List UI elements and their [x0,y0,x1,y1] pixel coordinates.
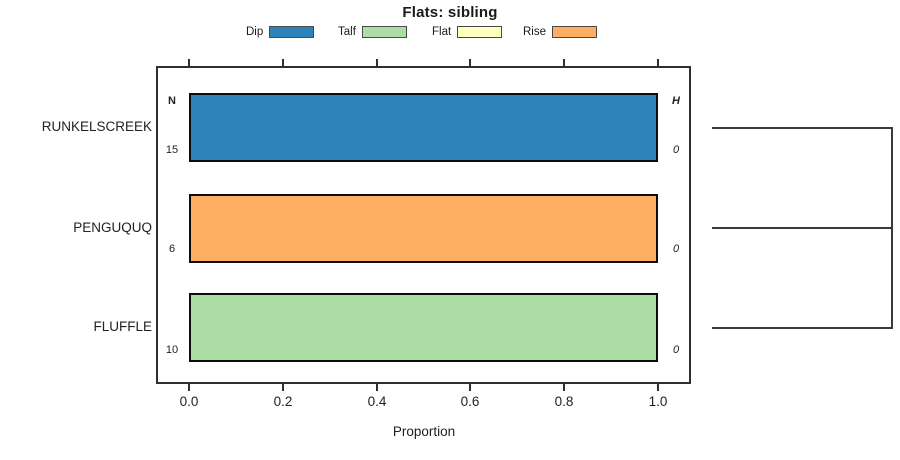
n-value-fluffle: 10 [165,344,179,356]
bottom-tick-0.2 [282,384,284,391]
legend-label-rise: Rise [523,26,547,38]
bar-fluffle [189,293,658,362]
bottom-tick-1.0 [657,384,659,391]
h-value-penguquq: 0 [672,243,680,255]
bottom-tick-0.8 [563,384,565,391]
dendrogram-branch-runkelscreek [712,127,892,129]
legend-label-talf: Talf [338,26,356,38]
legend-item-flat: Flat [432,25,503,39]
bottom-tick-0.0 [188,384,190,391]
legend-swatch-talf [361,26,407,38]
n-value-penguquq: 6 [168,243,176,255]
bar-penguquq [189,194,658,263]
chart-title: Flats: sibling [402,4,498,21]
h-value-runkelscreek: 0 [672,144,680,156]
x-axis-label: Proportion [392,424,456,439]
top-tick-1.0 [657,59,659,66]
legend-swatch-flat [457,26,503,38]
x-tick-label: 1.0 [648,394,668,409]
x-tick-label: 0.0 [179,394,199,409]
dendrogram-branch-fluffle [712,327,892,329]
x-tick-label: 0.4 [367,394,387,409]
n-column-header: N [168,95,176,107]
top-tick-0.0 [188,59,190,66]
bottom-tick-0.6 [469,384,471,391]
x-tick-label: 0.8 [554,394,574,409]
bar-runkelscreek [189,93,658,162]
h-value-fluffle: 0 [672,344,680,356]
top-tick-0.8 [563,59,565,66]
x-tick-label: 0.6 [460,394,480,409]
legend-swatch-rise [552,26,598,38]
h-column-header: H [672,95,680,107]
dendrogram-join-line [891,127,893,329]
category-label-runkelscreek: RUNKELSCREEK [41,119,152,134]
legend-item-talf: Talf [338,25,407,39]
x-tick-label: 0.2 [273,394,293,409]
top-tick-0.4 [376,59,378,66]
legend-item-rise: Rise [523,25,598,39]
legend-swatch-dip [269,26,315,38]
category-label-penguquq: PENGUQUQ [73,220,152,235]
legend-item-dip: Dip [246,25,315,39]
legend-label-flat: Flat [432,26,452,38]
n-value-runkelscreek: 15 [165,144,179,156]
legend-label-dip: Dip [246,26,264,38]
dendrogram-branch-penguquq [712,227,892,229]
top-tick-0.6 [469,59,471,66]
top-tick-0.2 [282,59,284,66]
bottom-tick-0.4 [376,384,378,391]
category-label-fluffle: FLUFFLE [93,319,152,334]
